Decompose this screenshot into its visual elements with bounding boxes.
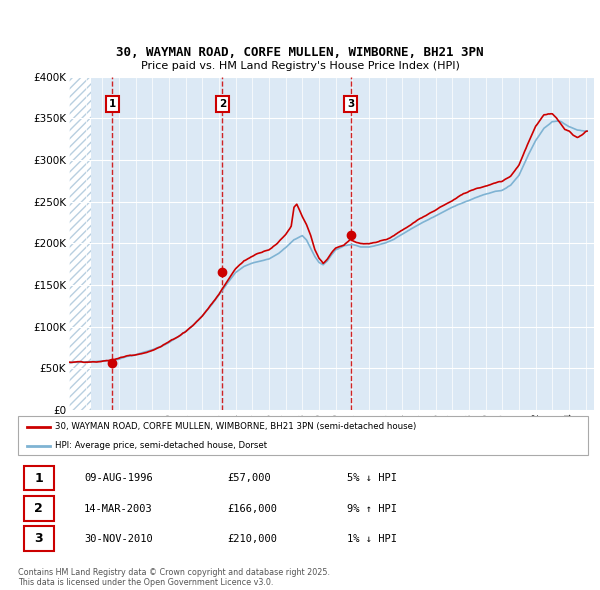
Text: 2: 2 bbox=[219, 99, 226, 109]
Text: 30, WAYMAN ROAD, CORFE MULLEN, WIMBORNE, BH21 3PN (semi-detached house): 30, WAYMAN ROAD, CORFE MULLEN, WIMBORNE,… bbox=[55, 422, 416, 431]
Text: 30-NOV-2010: 30-NOV-2010 bbox=[84, 534, 152, 544]
Text: 2: 2 bbox=[34, 502, 43, 515]
Text: 5% ↓ HPI: 5% ↓ HPI bbox=[347, 474, 397, 483]
Text: 1: 1 bbox=[109, 99, 116, 109]
Text: 14-MAR-2003: 14-MAR-2003 bbox=[84, 504, 152, 514]
Text: 1% ↓ HPI: 1% ↓ HPI bbox=[347, 534, 397, 544]
Text: Price paid vs. HM Land Registry's House Price Index (HPI): Price paid vs. HM Land Registry's House … bbox=[140, 61, 460, 71]
Text: £57,000: £57,000 bbox=[227, 474, 271, 483]
FancyBboxPatch shape bbox=[24, 496, 53, 520]
Bar bbox=[69, 77, 91, 410]
Text: Contains HM Land Registry data © Crown copyright and database right 2025.
This d: Contains HM Land Registry data © Crown c… bbox=[18, 568, 330, 587]
FancyBboxPatch shape bbox=[18, 416, 588, 455]
Text: 30, WAYMAN ROAD, CORFE MULLEN, WIMBORNE, BH21 3PN: 30, WAYMAN ROAD, CORFE MULLEN, WIMBORNE,… bbox=[116, 46, 484, 59]
Text: 1: 1 bbox=[34, 472, 43, 485]
FancyBboxPatch shape bbox=[24, 526, 53, 550]
Text: 09-AUG-1996: 09-AUG-1996 bbox=[84, 474, 152, 483]
Text: £166,000: £166,000 bbox=[227, 504, 277, 514]
Text: 9% ↑ HPI: 9% ↑ HPI bbox=[347, 504, 397, 514]
Text: HPI: Average price, semi-detached house, Dorset: HPI: Average price, semi-detached house,… bbox=[55, 441, 268, 450]
Text: 3: 3 bbox=[347, 99, 354, 109]
FancyBboxPatch shape bbox=[24, 466, 53, 490]
Text: 3: 3 bbox=[34, 532, 43, 545]
Text: £210,000: £210,000 bbox=[227, 534, 277, 544]
